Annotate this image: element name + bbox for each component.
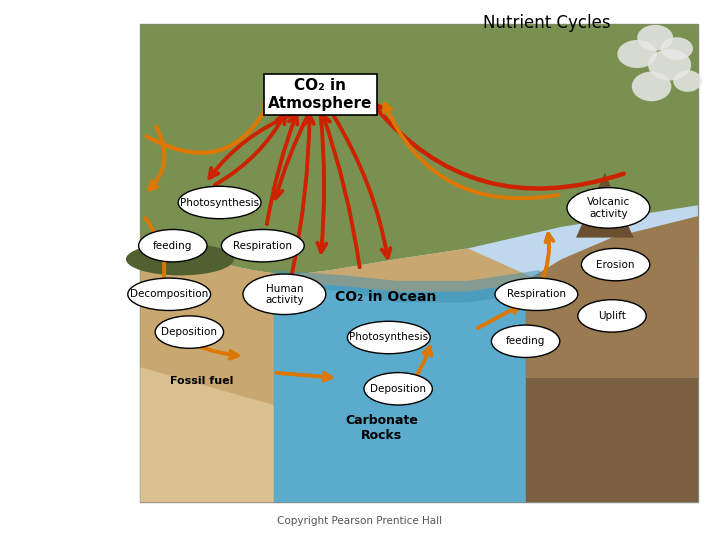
Ellipse shape bbox=[138, 230, 207, 262]
Text: Deposition: Deposition bbox=[370, 384, 426, 394]
Text: Respiration: Respiration bbox=[507, 289, 566, 299]
Text: CO₂ in Ocean: CO₂ in Ocean bbox=[335, 290, 436, 304]
Polygon shape bbox=[274, 259, 698, 502]
Text: Nutrient Cycles: Nutrient Cycles bbox=[483, 14, 611, 31]
Ellipse shape bbox=[492, 325, 560, 357]
Text: Uplift: Uplift bbox=[598, 311, 626, 321]
Text: Volcanic
activity: Volcanic activity bbox=[587, 197, 630, 219]
Ellipse shape bbox=[637, 25, 673, 51]
Ellipse shape bbox=[618, 40, 657, 68]
Ellipse shape bbox=[495, 278, 577, 310]
FancyBboxPatch shape bbox=[140, 24, 698, 502]
Ellipse shape bbox=[179, 186, 261, 219]
Text: Photosynthesis: Photosynthesis bbox=[349, 333, 428, 342]
Polygon shape bbox=[140, 248, 540, 502]
Text: Carbonate
Rocks: Carbonate Rocks bbox=[345, 414, 418, 442]
Polygon shape bbox=[526, 378, 698, 502]
Text: Respiration: Respiration bbox=[233, 241, 292, 251]
Text: feeding: feeding bbox=[153, 241, 192, 251]
Text: feeding: feeding bbox=[506, 336, 545, 346]
Polygon shape bbox=[274, 270, 540, 302]
Ellipse shape bbox=[156, 316, 223, 348]
Polygon shape bbox=[140, 367, 274, 502]
Text: Human
activity: Human activity bbox=[265, 284, 304, 305]
Ellipse shape bbox=[127, 278, 210, 310]
Ellipse shape bbox=[632, 71, 671, 102]
Text: Copyright Pearson Prentice Hall: Copyright Pearson Prentice Hall bbox=[277, 516, 443, 526]
Ellipse shape bbox=[222, 230, 304, 262]
Polygon shape bbox=[140, 24, 698, 275]
Polygon shape bbox=[576, 173, 634, 238]
Ellipse shape bbox=[364, 373, 433, 405]
Ellipse shape bbox=[582, 248, 650, 281]
Ellipse shape bbox=[567, 187, 649, 228]
Ellipse shape bbox=[673, 70, 702, 92]
Ellipse shape bbox=[577, 300, 647, 332]
Polygon shape bbox=[526, 216, 698, 502]
Text: Decomposition: Decomposition bbox=[130, 289, 208, 299]
Ellipse shape bbox=[348, 321, 431, 354]
Text: Erosion: Erosion bbox=[596, 260, 635, 269]
Ellipse shape bbox=[660, 37, 693, 60]
Text: CO₂ in
Atmosphere: CO₂ in Atmosphere bbox=[269, 78, 372, 111]
Ellipse shape bbox=[243, 274, 325, 314]
Text: Deposition: Deposition bbox=[161, 327, 217, 337]
Text: Fossil fuel: Fossil fuel bbox=[170, 376, 233, 386]
Ellipse shape bbox=[126, 243, 234, 275]
Text: Photosynthesis: Photosynthesis bbox=[180, 198, 259, 207]
Ellipse shape bbox=[648, 49, 691, 80]
